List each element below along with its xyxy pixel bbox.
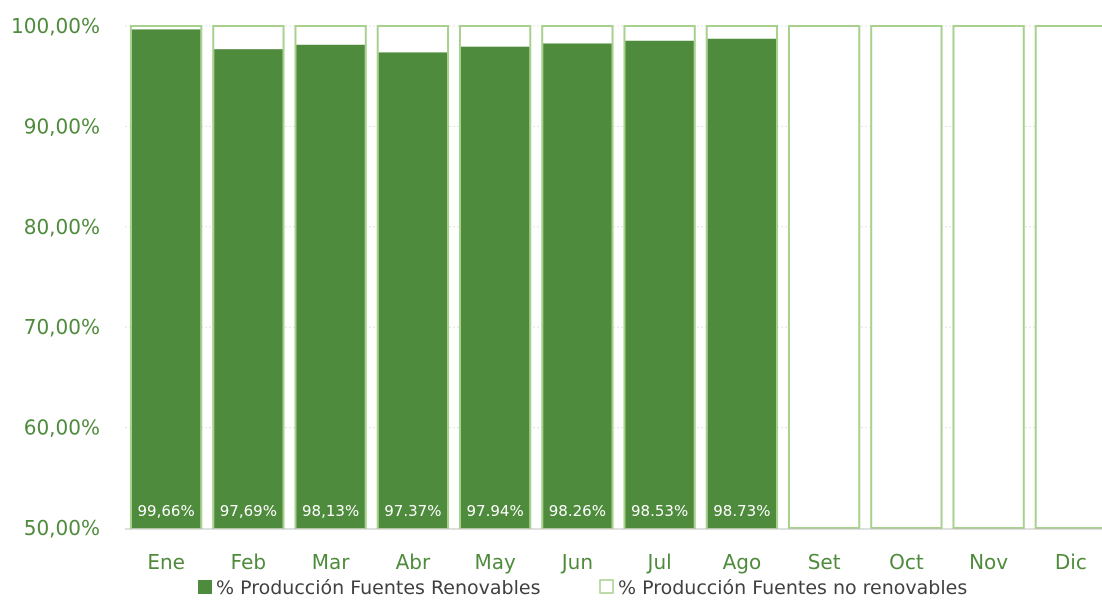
y-tick-label: 60,00% <box>24 416 100 440</box>
y-axis-ticks: 50,00% 60,00% 70,00% 80,00% 90,00% 100,00% <box>11 14 100 540</box>
bar-segment-renovable <box>131 29 201 528</box>
bars <box>129 25 1102 529</box>
y-tick-label: 70,00% <box>24 315 100 339</box>
x-tick-label: Jul <box>646 550 672 574</box>
x-tick-label: Ago <box>723 550 762 574</box>
legend: % Producción Fuentes Renovables % Producc… <box>198 577 967 599</box>
data-label: 97.37% <box>384 502 441 520</box>
bar-segment-no-renovable <box>1034 25 1102 529</box>
legend-swatch-renovable <box>198 580 212 594</box>
bar-segment-renovable <box>296 44 365 528</box>
y-tick-label: 80,00% <box>24 215 100 239</box>
bar-segment-no-renovable <box>787 25 861 529</box>
bar-segment-renovable <box>378 52 448 528</box>
data-labels: 99,66% 97,69% 98,13% 97.37% 97.94% 98.26% 98.5… <box>138 502 771 520</box>
x-tick-label: Jun <box>560 550 593 574</box>
legend-label-renovable: % Producción Fuentes Renovables <box>216 577 540 599</box>
data-label: 98.53% <box>631 502 688 520</box>
legend-label-no-renovable: % Producción Fuentes no renovables <box>618 577 967 599</box>
bar-segment-renovable <box>543 43 612 528</box>
data-label: 97.94% <box>467 502 524 520</box>
x-axis-ticks: Ene Feb Mar Abr May Jun Jul Ago Set Oct Nov Dic <box>147 550 1087 574</box>
data-label: 98.26% <box>549 502 606 520</box>
x-tick-label: Dic <box>1055 550 1087 574</box>
x-tick-label: Abr <box>396 550 431 574</box>
bar-segment-renovable <box>460 46 530 528</box>
bar-segment-renovable <box>625 40 694 529</box>
bar-segment-no-renovable <box>952 25 1025 529</box>
data-label: 97,69% <box>220 502 277 520</box>
x-tick-label: Set <box>808 550 841 574</box>
y-tick-label: 90,00% <box>24 114 100 138</box>
x-tick-label: Ene <box>147 550 185 574</box>
x-tick-label: Oct <box>889 550 924 574</box>
data-label: 98.73% <box>713 502 770 520</box>
data-label: 98,13% <box>302 502 359 520</box>
x-tick-label: Feb <box>231 550 266 574</box>
data-label: 99,66% <box>138 502 195 520</box>
bar-segment-renovable <box>214 49 283 528</box>
x-tick-label: Nov <box>969 550 1008 574</box>
bar-segment-no-renovable <box>870 25 943 529</box>
x-tick-label: May <box>474 550 516 574</box>
y-tick-label: 100,00% <box>11 14 100 38</box>
y-tick-label: 50,00% <box>24 516 100 540</box>
x-tick-label: Mar <box>312 550 351 574</box>
legend-swatch-no-renovable <box>599 579 614 594</box>
bar-segment-renovable <box>707 38 777 529</box>
